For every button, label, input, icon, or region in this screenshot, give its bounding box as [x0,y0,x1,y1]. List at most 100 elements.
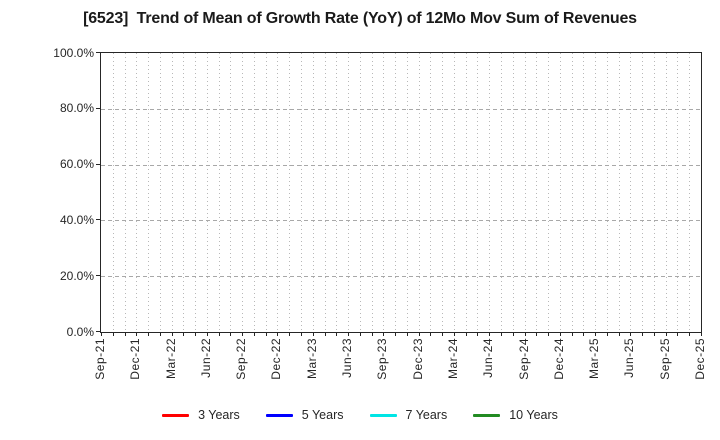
vertical-gridline [606,53,608,332]
vertical-gridline [453,53,455,332]
vertical-gridline [489,53,491,332]
x-tick-mark [348,333,350,336]
x-tick-mark [124,333,126,336]
vertical-gridline [230,53,232,332]
x-tick-label: Mar-23 [304,338,319,380]
legend-label: 5 Years [301,408,344,422]
y-tick-mark [96,163,100,165]
y-tick-label: 0.0% [66,324,94,339]
x-tick-label: Mar-24 [445,338,460,380]
x-tick-label: Dec-24 [551,338,566,380]
x-tick-mark [336,333,338,336]
x-tick-mark [489,333,491,336]
x-tick-mark [618,333,620,336]
x-tick-mark [312,333,314,336]
x-tick-label: Jun-24 [481,338,496,378]
vertical-gridline [336,53,338,332]
vertical-gridline [265,53,267,332]
x-tick-mark [183,333,185,336]
horizontal-gridline [101,220,701,222]
y-tick-mark [96,52,100,53]
x-tick-mark [218,333,220,336]
plot-area [100,52,702,333]
y-tick-label: 40.0% [59,212,94,227]
vertical-gridline [371,53,373,332]
x-tick-mark [195,333,197,336]
x-tick-label: Mar-22 [163,338,178,380]
legend-label: 3 Years [198,408,240,422]
vertical-gridline [501,53,502,332]
x-tick-label: Jun-23 [340,338,355,378]
vertical-gridline [571,53,573,332]
y-tick-label: 100.0% [53,45,94,60]
x-tick-mark [159,333,161,336]
chart-title: [6523] Trend of Mean of Growth Rate (YoY… [83,10,637,27]
x-tick-label: Sep-25 [657,338,672,380]
x-tick-label: Jun-25 [622,338,637,378]
y-tick-label: 20.0% [59,268,94,283]
vertical-gridline [124,53,126,332]
x-tick-label: Dec-22 [269,338,284,380]
vertical-gridline [583,53,585,332]
vertical-gridline [536,53,538,332]
x-tick-label: Sep-21 [93,338,107,380]
x-tick-mark [653,333,655,336]
x-tick-mark [512,333,514,336]
y-tick-label: 60.0% [59,157,94,172]
x-tick-mark [265,333,267,336]
x-tick-mark [430,333,432,336]
y-tick-mark [96,107,100,109]
vertical-gridline [242,53,244,332]
x-tick-mark [171,333,173,336]
x-tick-mark [595,333,597,336]
vertical-gridline [559,53,561,332]
x-tick-mark [136,333,138,336]
vertical-gridline [171,53,173,332]
vertical-gridline [395,53,397,332]
vertical-gridline [430,53,432,332]
vertical-gridline [277,53,279,332]
x-tick-mark [465,333,467,336]
x-tick-mark [630,333,632,336]
x-tick-mark [583,333,585,336]
vertical-gridline [665,53,667,332]
x-tick-mark [548,333,550,336]
vertical-gridline [312,53,314,332]
x-tick-label: Dec-21 [128,338,143,380]
vertical-gridline [195,53,197,332]
x-tick-label: Sep-23 [375,338,390,380]
vertical-gridline [289,53,291,332]
x-tick-label: Dec-25 [693,338,707,380]
vertical-gridline [218,53,220,332]
vertical-gridline [148,53,150,332]
x-tick-mark [253,333,255,336]
y-tick-mark [96,219,100,221]
vertical-gridline [653,53,655,332]
x-tick-mark [277,333,279,336]
x-tick-mark [230,333,232,336]
legend-item: 3 Years [162,408,240,422]
x-tick-mark [536,333,538,336]
vertical-gridline [348,53,350,332]
x-tick-mark [289,333,291,336]
vertical-gridline [677,53,679,332]
x-tick-mark [371,333,373,336]
x-tick-mark [359,333,361,336]
legend: 3 Years 5 Years 7 Years 10 Years [0,404,720,426]
vertical-gridline [595,53,597,332]
vertical-gridline [159,53,161,332]
x-tick-mark [524,333,526,336]
x-tick-mark [395,333,397,336]
x-tick-mark [701,333,702,336]
legend-label: 7 Years [405,408,448,422]
vertical-gridline [512,53,514,332]
x-tick-mark [606,333,608,336]
legend-line-swatch [473,413,501,417]
vertical-gridline [406,53,408,332]
x-tick-mark [101,333,102,336]
x-tick-mark [442,333,444,336]
x-tick-label: Dec-23 [410,338,425,380]
vertical-gridline [630,53,632,332]
vertical-gridline [206,53,208,332]
